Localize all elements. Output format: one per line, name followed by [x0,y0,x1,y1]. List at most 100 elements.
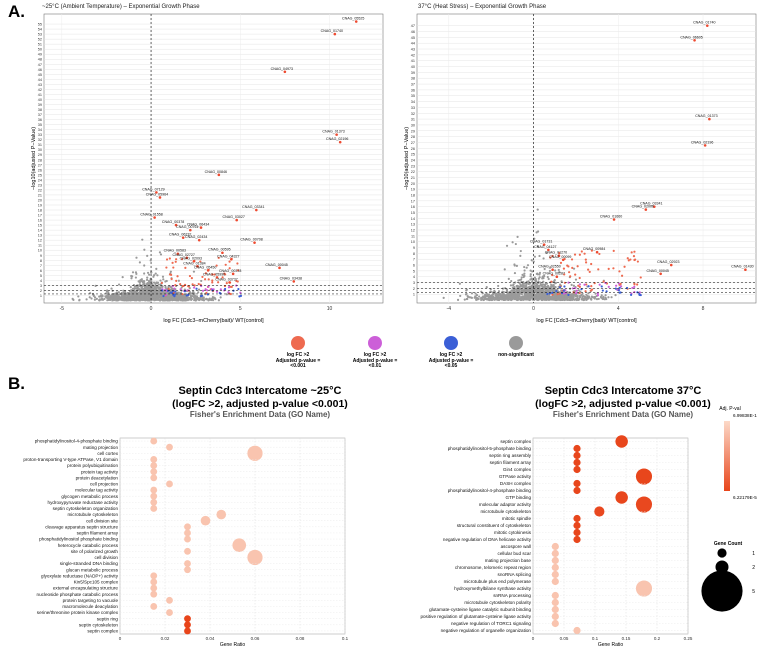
volcano-25-point [165,258,169,261]
volcano-37-point [555,289,558,293]
volcano-37-point [545,251,548,255]
volcano-25-point [166,296,169,300]
volcano-25-point [200,294,204,297]
volcano-25-point [179,288,182,291]
volcano-37-point [583,283,586,286]
volcano-37-point [545,298,548,301]
volcano-37-point [584,261,588,264]
volcano-37-point [442,296,445,300]
volcano-37-point [562,289,565,292]
volcano-37-point [528,293,531,296]
volcano-37-point-label: CNAG_02550 [538,265,560,269]
volcano-37-point [518,295,521,298]
volcano-25-point-label: CNAG_00378 [162,220,184,224]
volcano-37-point [575,294,578,298]
volcano-37-point [614,294,617,297]
volcano-25-point [140,286,144,290]
volcano-37-point [618,286,621,289]
volcano-37-ytick-label: 39 [411,71,415,75]
volcano-25-ytick-label: 24 [38,178,42,182]
volcano-37-ytick-label: 43 [411,48,415,52]
volcano-37-point [533,294,537,297]
volcano-37-point [562,292,566,295]
volcano-37-point [497,296,500,300]
volcano-37-point [488,298,491,301]
volcano-25-point [118,297,121,300]
volcano-25-point [138,261,141,264]
volcano-37-point [520,296,523,299]
bubble-25-bubble [150,474,158,482]
volcano-25-ytick-label: 7 [40,264,42,268]
volcano-37-point [536,245,539,248]
volcano-37-point [526,264,530,267]
bubble-37-term-label: mating projection base [485,558,532,563]
bubble-25-term-label: septin cytoskeleton [79,622,119,627]
legend-label: <0.05 [444,363,458,369]
volcano-37-point [507,277,510,280]
volcano-37-point [485,297,489,301]
volcano-37-point [556,296,559,299]
volcano-25-ytick-label: 3 [40,284,42,288]
volcano-37-point [550,283,553,286]
volcano-37-point [520,289,524,292]
volcano-37-ytick-label: 16 [411,205,415,209]
volcano-25-ytick-label: 20 [38,198,42,202]
volcano-25-labeled-point [253,241,256,244]
volcano-37-point [538,284,541,288]
volcano-25-point [211,273,214,276]
volcano-37-labeled-point [644,208,648,211]
volcano-25-point-label: CNAG_01740 [321,29,343,33]
volcano-25-point [185,296,189,299]
volcano-37-point [633,283,636,286]
bubble-25-term-label: cell projection [90,482,119,487]
volcano-37-point [578,283,581,286]
bubble-37-title-line2: (logFC >2, adjusted p-value <0.001) [535,397,711,410]
bubble-25-xtick-label: 0.08 [296,636,305,641]
volcano-25-ytick-label: 50 [38,48,42,52]
volcano-25-point [211,281,214,284]
volcano-37-point [538,254,541,258]
volcano-37-point [470,292,474,295]
volcano-37-point [523,287,526,290]
volcano-37-point [525,282,528,285]
volcano-25-point [174,293,177,296]
volcano-25-ytick-label: 22 [38,188,42,192]
volcano-25-labeled-point [215,276,219,279]
volcano-25-labeled-point [192,259,196,263]
volcano-37-ytick-label: 11 [411,234,415,238]
volcano-25-point [189,292,192,295]
volcano-37-point [585,298,589,301]
volcano-37-point [570,258,574,261]
bubble-25-bubble [184,627,191,635]
volcano-37-ytick-label: 18 [411,193,415,197]
bubble-37-bubble [551,549,559,558]
volcano-37-point [552,287,555,290]
volcano-37-point [531,270,534,273]
volcano-25-point [131,275,134,278]
bubble-37-title-line3: Fisher's Enrichment Data (GO Name) [552,409,694,419]
volcano-37-point [491,293,494,296]
volcano-25-point [172,266,175,269]
volcano-37-point [505,244,509,247]
volcano-25-point [143,272,146,275]
volcano-25-point-label: CNAG_03737 [215,277,237,281]
volcano-25-point [176,275,179,278]
volcano-37-point [485,285,488,289]
volcano-25-point [205,297,208,301]
volcano-25-ytick-label: 38 [38,108,42,112]
volcano-37-point [501,294,504,297]
volcano-37-ytick-label: 32 [411,112,415,116]
bubble-37-bubble [551,591,559,600]
volcano-37-point [587,292,590,295]
volcano-37-point [617,289,620,292]
bubble-25-term-label: proton-transporting V-type ATPase, V1 do… [23,457,118,462]
bubble-37-bubble [615,435,628,448]
volcano-37-ytick-label: 23 [411,164,415,168]
bubble-25-term-label: mating projection [83,445,118,450]
volcano-37-ytick-label: 22 [411,170,415,174]
volcano-37-plot-area [416,13,757,304]
volcano-25-point [188,286,191,290]
volcano-37-point [537,294,541,297]
volcano-37-point [571,298,574,301]
bubble-37-xtick-label: 0.15 [622,636,631,641]
